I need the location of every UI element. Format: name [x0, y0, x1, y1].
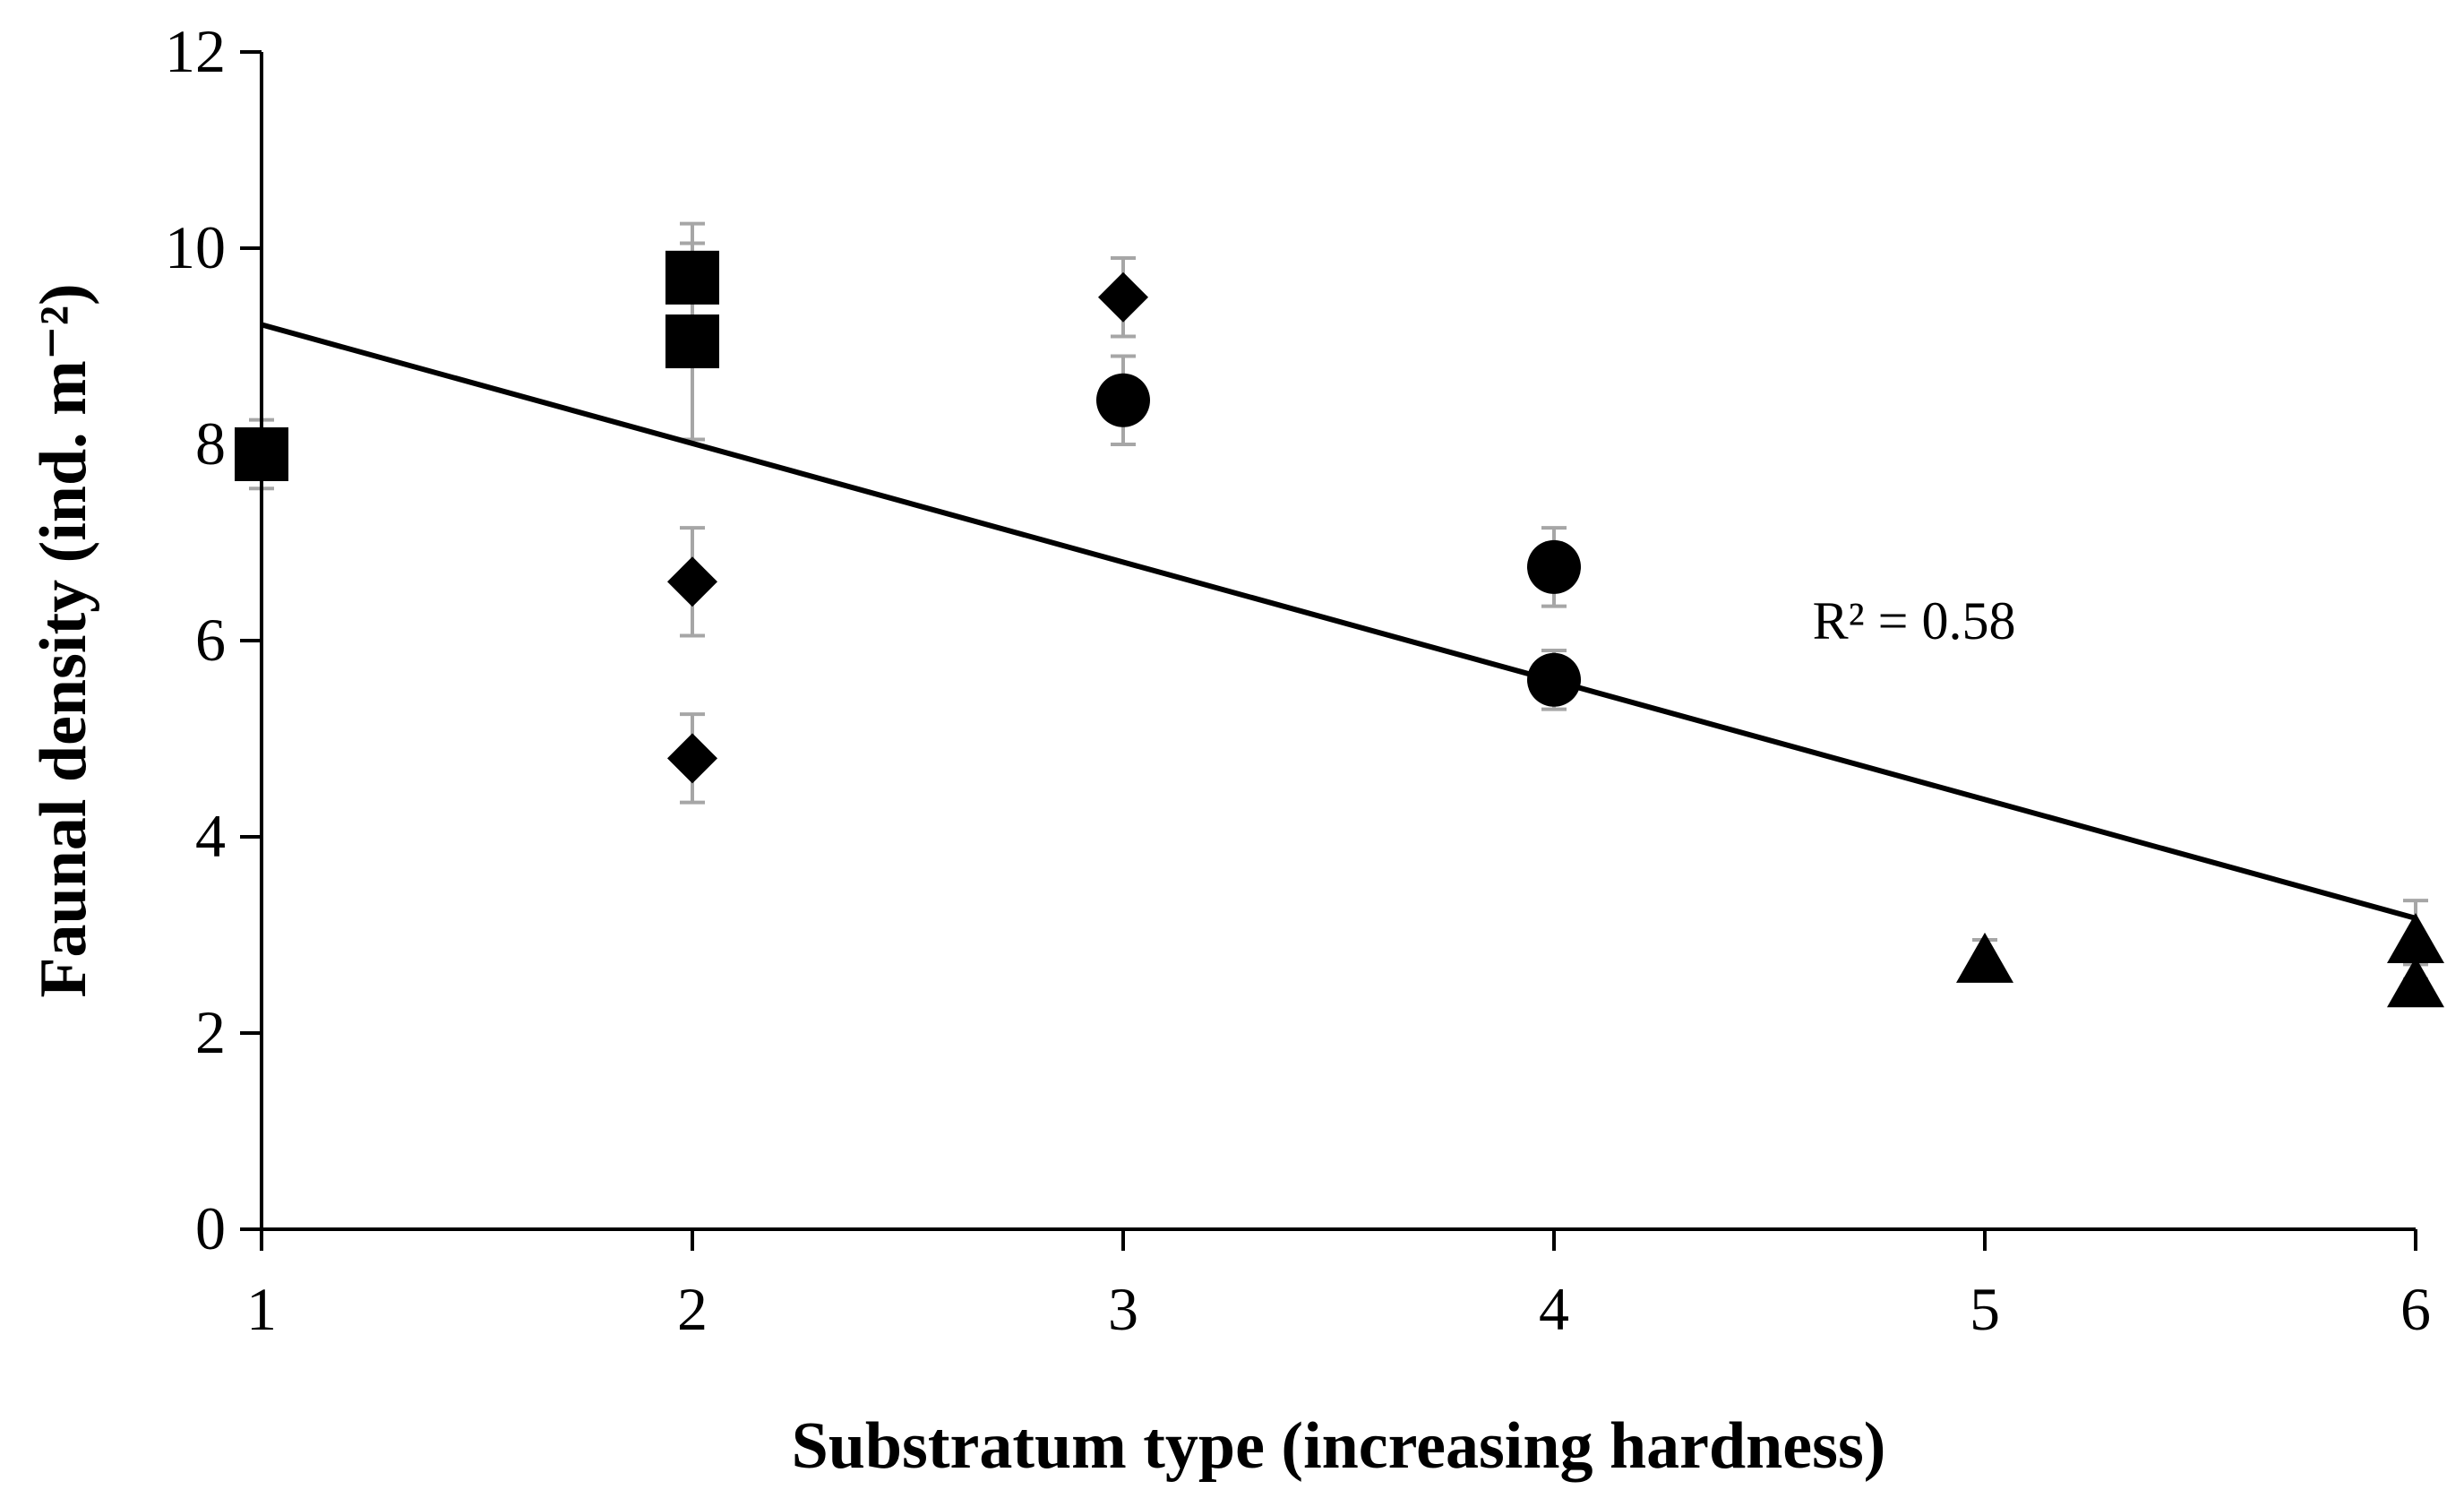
x-tick-label: 4	[1539, 1275, 1569, 1343]
circle-marker	[1096, 373, 1150, 427]
diamond-marker	[1098, 271, 1148, 323]
markers	[235, 250, 2444, 1008]
square-marker	[235, 426, 288, 481]
y-tick-label: 12	[165, 17, 226, 85]
triangle-marker	[2387, 957, 2444, 1008]
circle-marker	[1527, 539, 1581, 594]
triangle-marker	[2387, 912, 2444, 963]
y-tick-label: 8	[195, 409, 226, 478]
x-ticks: 1 2 3 4 5 6	[246, 1229, 2431, 1343]
error-bars	[249, 221, 2428, 1006]
x-tick-label: 1	[246, 1275, 277, 1343]
y-tick-label: 10	[165, 213, 226, 281]
y-tick-label: 2	[195, 998, 226, 1066]
circle-marker	[1527, 652, 1581, 707]
x-tick-label: 6	[2400, 1275, 2431, 1343]
diamond-marker	[667, 556, 717, 607]
diamond-marker	[667, 733, 717, 784]
x-tick-label: 2	[677, 1275, 708, 1343]
triangle-marker	[1956, 932, 2013, 983]
trendline	[261, 322, 2417, 921]
r2-annotation: R² = 0.58	[1813, 591, 2016, 650]
x-axis-title: Substratum type (increasing hardness)	[792, 1409, 1886, 1483]
square-marker	[665, 250, 719, 305]
y-ticks: 0 2 4 6 8 10 12	[165, 17, 262, 1262]
y-tick-label: 6	[195, 606, 226, 674]
y-axis-title: Faunal density (ind. m⁻²)	[27, 283, 100, 997]
y-tick-label: 4	[195, 802, 226, 870]
square-marker	[665, 314, 719, 369]
y-tick-label: 0	[195, 1194, 226, 1262]
x-tick-label: 3	[1108, 1275, 1138, 1343]
x-tick-label: 5	[1970, 1275, 2000, 1343]
